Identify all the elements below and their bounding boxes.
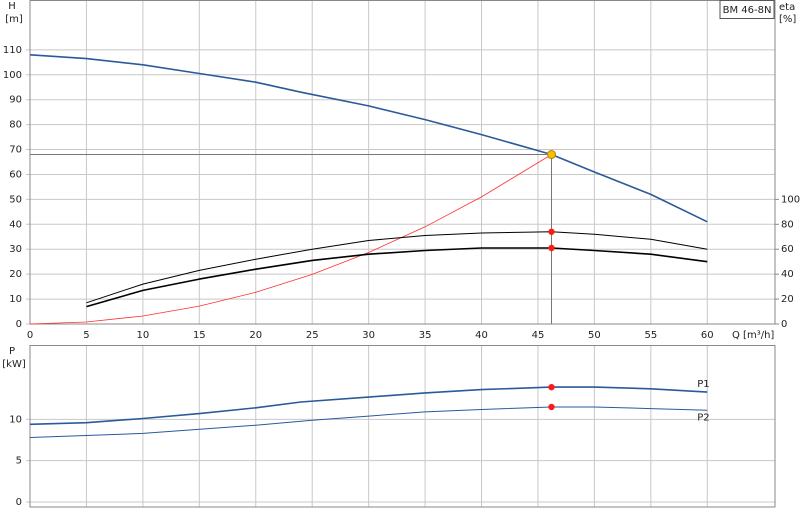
series-label: P1 [697,379,709,390]
y-tick-label: 70 [9,145,22,156]
y-tick-label: 10 [9,294,22,305]
duty-point [547,150,556,160]
curve [86,231,708,304]
duty-point [548,383,555,391]
title-box [719,0,775,19]
y-tick-label: 0 [16,497,22,508]
x-tick-label: 45 [532,330,545,341]
y-tick-label: 90 [9,95,22,106]
curve [29,386,708,426]
x-tick-label: 10 [137,330,150,341]
chart-title: BM 46-8N [723,5,772,16]
y-tick-label: 30 [9,244,22,255]
y2-tick-label: 80 [781,219,794,230]
x-tick-label: 5 [83,330,89,341]
y2-axis-label: eta [779,2,795,13]
x-tick-label: 0 [27,330,33,341]
x-tick-label: 40 [475,330,488,341]
x-tick-label: 60 [701,330,714,341]
y-axis-unit: [kW] [2,359,26,370]
x-tick-label: 55 [644,330,657,341]
y-tick-label: 110 [3,45,22,56]
y-axis-unit: [m] [5,14,23,25]
y-tick-label: 40 [9,219,22,230]
x-tick-label: 35 [419,330,432,341]
curve [29,54,708,223]
y2-tick-label: 20 [781,294,794,305]
duty-point [548,244,555,252]
duty-point [548,403,555,411]
y2-tick-label: 40 [781,269,794,280]
y-axis-label: H [8,1,16,12]
y-axis-label: P [9,346,15,357]
plot-frame [29,345,776,508]
x-tick-label: 25 [306,330,319,341]
x-tick-label: 30 [362,330,375,341]
x-tick-label: 15 [193,330,206,341]
y-tick-label: 5 [16,456,22,467]
curve [29,406,708,438]
y-tick-label: 20 [9,269,22,280]
y-tick-label: 10 [9,414,22,425]
y2-tick-label: 60 [781,244,794,255]
series-label: P2 [697,412,709,423]
plot-frame [29,0,776,325]
y2-axis-unit: [%] [779,14,796,25]
duty-point [548,228,555,235]
y-tick-label: 50 [9,194,22,205]
y2-tick-label: 0 [781,319,787,330]
y-tick-label: 60 [9,169,22,180]
x-tick-label: 20 [249,330,262,341]
x-tick-label: 50 [588,330,601,341]
y-tick-label: 100 [3,70,22,81]
y-tick-label: 0 [16,319,22,330]
y-tick-label: 80 [9,120,22,131]
y2-tick-label: 100 [781,194,800,205]
curve [86,247,708,308]
x-axis-label: Q [m³/h] [732,330,774,341]
curve [29,154,552,325]
